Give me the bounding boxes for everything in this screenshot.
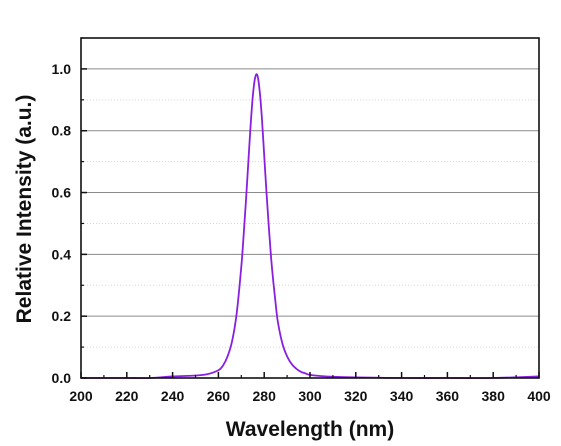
grid-lines xyxy=(81,37,539,348)
x-tick-label: 400 xyxy=(527,388,551,404)
x-tick-label: 380 xyxy=(482,388,506,404)
x-tick-label: 200 xyxy=(69,388,93,404)
x-tick-label: 280 xyxy=(253,388,277,404)
x-tick-label: 240 xyxy=(161,388,185,404)
x-tick-label: 360 xyxy=(436,388,460,404)
y-tick-label: 0.8 xyxy=(52,123,72,139)
plot-frame xyxy=(80,37,540,379)
x-tick-label: 220 xyxy=(115,388,139,404)
x-tick-label: 340 xyxy=(390,388,414,404)
x-axis-title: Wavelength (nm) xyxy=(226,418,394,441)
x-tick-label: 260 xyxy=(207,388,231,404)
series-layer xyxy=(80,73,540,380)
y-tick-label: 0.0 xyxy=(52,370,72,386)
y-tick-label: 0.4 xyxy=(52,246,72,262)
y-axis-title: Relative Intensity (a.u.) xyxy=(13,95,36,324)
y-tick-labels: 0.0 0.2 0.4 0.6 0.8 1.0 xyxy=(52,61,72,386)
axis-ticks xyxy=(80,37,540,379)
spectrum-series-line xyxy=(80,73,540,380)
y-tick-label: 1.0 xyxy=(52,61,72,77)
x-tick-label: 320 xyxy=(344,388,368,404)
x-tick-labels: 200 220 240 260 280 300 320 340 360 380 400 xyxy=(69,388,551,404)
y-tick-label: 0.2 xyxy=(52,308,72,324)
y-tick-label: 0.6 xyxy=(52,185,72,201)
x-tick-label: 300 xyxy=(298,388,322,404)
